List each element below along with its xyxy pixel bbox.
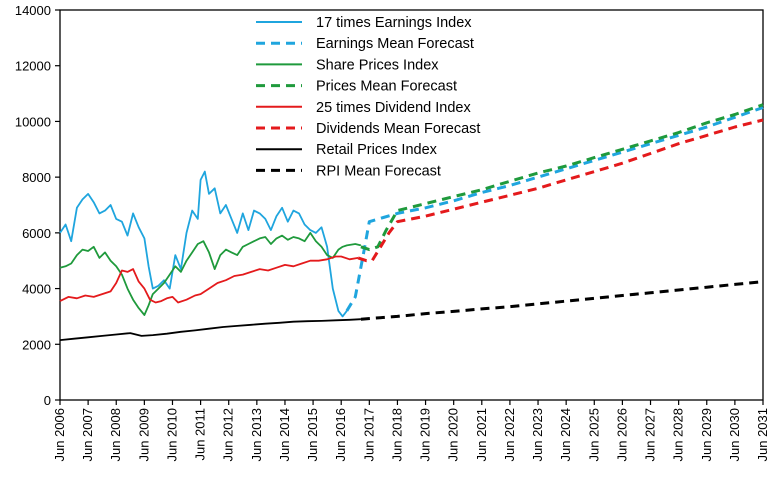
- x-tick-label: Jun 2022: [502, 408, 517, 462]
- series-line-rpi-mean-forecast: [360, 280, 764, 321]
- x-tick-label: Jun 2020: [446, 408, 461, 462]
- x-tick-label: Jun 2018: [389, 408, 404, 462]
- legend-label-17-times-earnings-index: 17 times Earnings Index: [316, 15, 472, 31]
- x-tick-label: Jun 2026: [614, 408, 629, 462]
- series-line-retail-prices-index: [59, 318, 361, 341]
- x-tick-label: Jun 2027: [643, 408, 658, 462]
- y-tick-label: 6000: [22, 226, 51, 241]
- series-line-prices-mean-forecast: [360, 103, 764, 252]
- x-tick-label: Jun 2017: [361, 408, 376, 462]
- axes: [59, 9, 764, 401]
- x-tick-label: Jun 2028: [671, 408, 686, 462]
- x-tick-label: Jun 2006: [52, 408, 67, 462]
- y-tick-label: 2000: [22, 337, 51, 352]
- x-tick-label: Jun 2023: [530, 408, 545, 462]
- x-tick-label: Jun 2029: [699, 408, 714, 462]
- x-tick-label: Jun 2007: [80, 408, 95, 462]
- x-tick-label: Jun 2011: [193, 408, 208, 461]
- plot-frame: [59, 9, 764, 401]
- legend-label-dividends-mean-forecast: Dividends Mean Forecast: [316, 121, 480, 137]
- x-tick-label: Jun 2019: [418, 408, 433, 462]
- series-line-25-times-dividend-index: [59, 255, 359, 304]
- legend-label-share-prices-index: Share Prices Index: [316, 57, 439, 73]
- x-tick-label: Jun 2010: [164, 408, 179, 462]
- y-tick-label: 8000: [22, 170, 51, 185]
- series-layer: [59, 103, 764, 341]
- x-tick-label: Jun 2014: [277, 408, 292, 462]
- x-tick-label: Jun 2024: [558, 408, 573, 462]
- legend-label-retail-prices-index: Retail Prices Index: [316, 142, 438, 158]
- y-tick-label: 4000: [22, 282, 51, 297]
- x-tick-label: Jun 2031: [755, 408, 770, 462]
- y-tick-label: 10000: [15, 114, 51, 129]
- y-axis: 0 2000 4000 6000 8000 10000 12000 14000: [15, 3, 60, 408]
- legend-label-rpi-mean-forecast: RPI Mean Forecast: [316, 163, 441, 179]
- x-axis: Jun 2006 Jun 2007 Jun 2008 Jun 2009 Jun 2010…: [52, 400, 770, 462]
- legend-label-prices-mean-forecast: Prices Mean Forecast: [316, 79, 457, 95]
- x-tick-label: Jun 2009: [136, 408, 151, 462]
- legend-label-earnings-mean-forecast: Earnings Mean Forecast: [316, 36, 474, 52]
- y-tick-label: 12000: [15, 59, 51, 74]
- x-tick-label: Jun 2008: [108, 408, 123, 462]
- x-tick-label: Jun 2030: [727, 408, 742, 462]
- x-tick-label: Jun 2013: [249, 408, 264, 462]
- x-tick-label: Jun 2015: [305, 408, 320, 462]
- x-tick-label: Jun 2021: [474, 408, 489, 462]
- series-line-earnings-mean-forecast: [345, 106, 764, 312]
- x-tick-label: Jun 2016: [333, 408, 348, 462]
- series-line-share-prices-index: [59, 232, 362, 316]
- y-tick-label: 0: [44, 393, 51, 408]
- y-tick-label: 14000: [15, 3, 51, 18]
- x-tick-label: Jun 2012: [221, 408, 236, 462]
- series-line-dividends-mean-forecast: [357, 118, 764, 263]
- x-tick-label: Jun 2025: [586, 408, 601, 462]
- legend: 17 times Earnings Index Earnings Mean For…: [256, 15, 480, 179]
- legend-label-25-times-dividend-index: 25 times Dividend Index: [316, 100, 471, 116]
- series-line-17-times-earnings-index: [59, 170, 348, 318]
